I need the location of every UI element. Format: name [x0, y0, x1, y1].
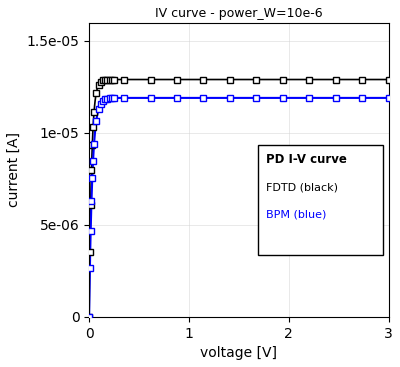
Y-axis label: current [A]: current [A] — [7, 132, 21, 207]
Text: BPM (blue): BPM (blue) — [266, 209, 326, 219]
Text: PD I-V curve: PD I-V curve — [266, 153, 347, 167]
FancyBboxPatch shape — [258, 145, 383, 255]
X-axis label: voltage [V]: voltage [V] — [200, 346, 277, 360]
Text: FDTD (black): FDTD (black) — [266, 183, 338, 193]
Title: IV curve - power_W=10e-6: IV curve - power_W=10e-6 — [155, 7, 323, 20]
